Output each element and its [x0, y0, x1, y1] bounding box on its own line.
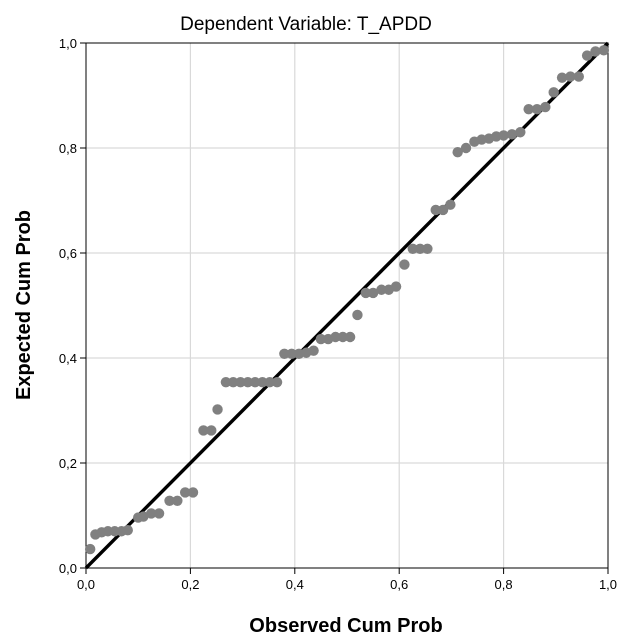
x-axis-title: Observed Cum Prob: [249, 615, 442, 637]
data-point: [228, 376, 239, 388]
x-tick-label: 1,0: [599, 577, 617, 592]
data-point: [84, 543, 96, 555]
data-point: [138, 511, 149, 522]
data-point: [460, 142, 472, 154]
data-point: [548, 87, 559, 98]
data-point: [271, 376, 283, 388]
data-point: [565, 71, 576, 82]
data-point: [315, 333, 327, 345]
data-point: [540, 101, 551, 113]
data-point: [399, 259, 410, 270]
data-point: [360, 287, 371, 299]
data-point: [414, 243, 426, 254]
data-point: [523, 103, 534, 115]
data-point: [235, 376, 246, 388]
data-points: [84, 45, 610, 555]
y-tick-label: 0,8: [59, 141, 77, 156]
data-point: [390, 281, 402, 292]
x-tick-label: 0,0: [77, 577, 95, 592]
data-point: [249, 376, 261, 388]
data-point: [212, 404, 223, 415]
data-point: [146, 508, 157, 519]
data-point: [556, 72, 568, 83]
data-point: [437, 204, 449, 216]
plot-frame: [85, 42, 609, 569]
reference-line-group: [84, 41, 610, 570]
data-point: [257, 376, 268, 388]
x-tick-labels: 0,0 0,2 0,4 0,6 0,8 1,0: [77, 568, 617, 592]
x-tick-label: 0,8: [495, 577, 513, 592]
data-point: [430, 204, 441, 216]
x-tick-label: 0,6: [390, 577, 408, 592]
y-axis-title: Expected Cum Prob: [13, 210, 35, 400]
data-point: [445, 199, 456, 210]
data-point: [172, 495, 183, 506]
plot-border: [85, 42, 609, 569]
data-point: [187, 487, 199, 498]
data-point: [220, 376, 232, 388]
y-tick-label: 0,4: [59, 351, 77, 366]
y-tick-label: 0,0: [59, 561, 77, 576]
y-tick-labels: 0,0 0,2 0,4 0,6 0,8 1,0: [59, 36, 86, 576]
x-tick-label: 0,2: [181, 577, 199, 592]
data-point: [598, 45, 610, 56]
data-point: [344, 331, 356, 343]
data-point: [179, 487, 191, 498]
data-point: [452, 147, 463, 158]
data-point: [164, 495, 175, 506]
data-point: [337, 331, 349, 343]
y-tick-label: 0,6: [59, 246, 77, 261]
data-point: [352, 309, 363, 321]
y-tick-label: 0,2: [59, 456, 77, 471]
data-point: [581, 50, 593, 61]
data-point: [498, 130, 509, 141]
data-point: [198, 425, 209, 436]
x-tick-label: 0,4: [286, 577, 304, 592]
data-point: [376, 284, 387, 295]
data-point: [531, 103, 543, 115]
chart-title: Dependent Variable: T_APDD: [180, 14, 432, 35]
data-point: [590, 46, 601, 57]
data-point: [308, 345, 319, 356]
data-point: [422, 243, 433, 254]
data-point: [330, 331, 341, 343]
data-point: [122, 525, 133, 536]
reference-line: [84, 41, 610, 570]
data-point: [264, 376, 275, 388]
data-point: [573, 71, 584, 82]
y-tick-label: 1,0: [59, 36, 77, 51]
data-point: [367, 287, 379, 299]
data-point: [506, 129, 518, 140]
data-point: [153, 508, 165, 519]
data-point: [515, 127, 526, 138]
data-point: [279, 348, 290, 359]
data-point: [407, 243, 418, 254]
data-point: [242, 376, 254, 388]
data-point: [206, 425, 217, 436]
data-point: [286, 348, 297, 359]
